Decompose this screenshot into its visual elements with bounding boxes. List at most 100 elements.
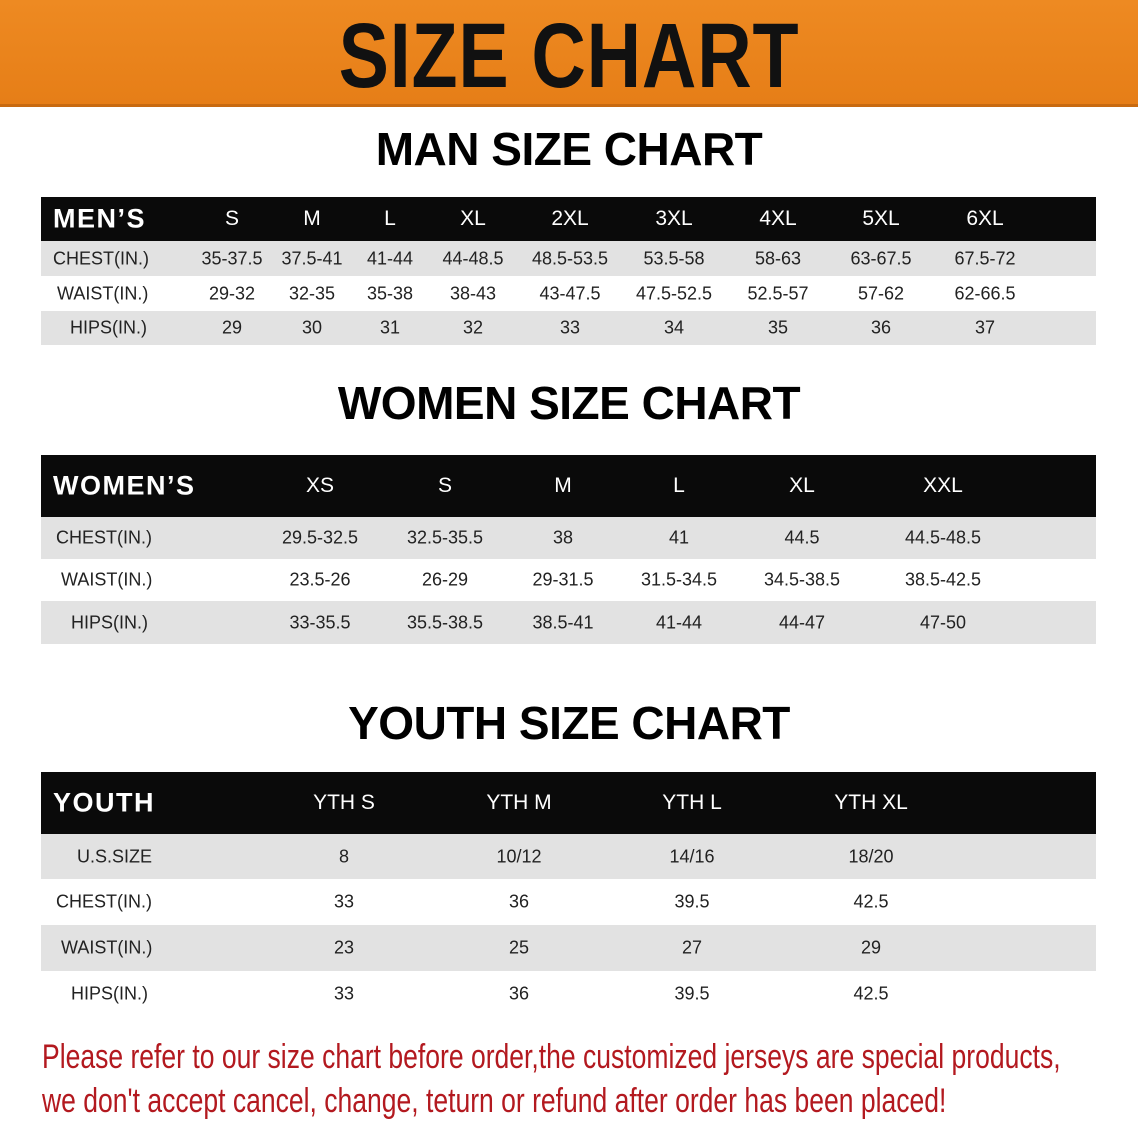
size-header: S bbox=[437, 474, 453, 497]
women-size-table: WOMEN’S XS S M L XL XXL CHEST(IN.) 29.5-32.5 32.5… bbox=[41, 455, 1096, 644]
measurement-value: 42.5 bbox=[853, 983, 889, 1003]
measurement-label: HIPS(IN.) bbox=[71, 983, 149, 1003]
measurement-value: 36 bbox=[870, 317, 892, 338]
size-header: M bbox=[554, 474, 572, 497]
size-header: XXL bbox=[923, 474, 963, 497]
measurement-value: 25 bbox=[508, 937, 530, 958]
table-row: WAIST(IN.) 29-32 32-35 35-38 38-43 43-47.5 47.… bbox=[41, 276, 1096, 311]
size-header: M bbox=[303, 207, 321, 230]
measurement-value: 41 bbox=[668, 527, 690, 548]
measurement-value: 43-47.5 bbox=[539, 283, 601, 303]
men-section-title: MAN SIZE CHART bbox=[375, 123, 763, 175]
measurement-value: 18/20 bbox=[848, 846, 894, 866]
measurement-value: 44-48.5 bbox=[442, 248, 504, 268]
size-header: YTH L bbox=[662, 791, 722, 814]
measurement-value: 33-35.5 bbox=[289, 612, 351, 632]
measurement-value: 39.5 bbox=[674, 891, 710, 912]
measurement-value: 67.5-72 bbox=[954, 248, 1016, 268]
table-row: HIPS(IN.) 33 36 39.5 42.5 bbox=[41, 971, 1096, 1016]
banner: SIZE CHART bbox=[0, 0, 1138, 107]
measurement-value: 36 bbox=[508, 983, 530, 1003]
measurement-value: 34.5-38.5 bbox=[763, 569, 841, 590]
measurement-value: 58-63 bbox=[754, 248, 802, 268]
size-header: YTH XL bbox=[834, 791, 908, 814]
size-header: 3XL bbox=[655, 207, 693, 230]
measurement-value: 35-38 bbox=[366, 283, 414, 303]
measurement-label: CHEST(IN.) bbox=[56, 891, 152, 912]
notice-line-1: Please refer to our size chart before or… bbox=[42, 1038, 1061, 1076]
measurement-label: WAIST(IN.) bbox=[57, 283, 149, 303]
youth-section-title: YOUTH SIZE CHART bbox=[348, 697, 790, 749]
measurement-label: HIPS(IN.) bbox=[70, 317, 148, 338]
size-header: 5XL bbox=[862, 207, 900, 230]
measurement-value: 29-31.5 bbox=[532, 569, 594, 590]
size-header: 4XL bbox=[759, 207, 797, 230]
measurement-value: 29 bbox=[860, 937, 882, 958]
measurement-value: 35-37.5 bbox=[201, 248, 263, 268]
size-header: XL bbox=[460, 207, 486, 230]
measurement-label: WAIST(IN.) bbox=[61, 569, 153, 590]
table-row: HIPS(IN.) 33-35.5 35.5-38.5 38.5-41 41-44 44-… bbox=[41, 601, 1096, 644]
measurement-value: 27 bbox=[681, 937, 703, 958]
size-header: 6XL bbox=[966, 207, 1004, 230]
measurement-value: 32 bbox=[462, 317, 484, 338]
size-header: L bbox=[673, 474, 685, 497]
measurement-value: 29-32 bbox=[208, 283, 256, 303]
size-header: YTH M bbox=[486, 791, 552, 814]
measurement-value: 30 bbox=[301, 317, 323, 338]
measurement-value: 47.5-52.5 bbox=[635, 283, 713, 303]
measurement-value: 8 bbox=[338, 846, 350, 866]
measurement-value: 38.5-42.5 bbox=[904, 569, 982, 590]
size-header: YTH S bbox=[313, 791, 375, 814]
banner-title: SIZE CHART bbox=[338, 5, 800, 107]
measurement-value: 32.5-35.5 bbox=[406, 527, 484, 548]
measurement-value: 53.5-58 bbox=[643, 248, 705, 268]
measurement-label: WAIST(IN.) bbox=[61, 937, 153, 958]
measurement-value: 29.5-32.5 bbox=[281, 527, 359, 548]
men-size-table: MEN’S S M L XL 2XL 3XL 4XL 5XL 6XL CHEST(IN.) 35-37… bbox=[41, 197, 1096, 345]
measurement-value: 32-35 bbox=[288, 283, 336, 303]
measurement-value: 26-29 bbox=[421, 569, 469, 590]
measurement-value: 44-47 bbox=[778, 612, 826, 632]
measurement-value: 42.5 bbox=[853, 891, 889, 912]
measurement-value: 41-44 bbox=[366, 248, 414, 268]
size-header: XS bbox=[305, 474, 335, 497]
men-header-row: MEN’S S M L XL 2XL 3XL 4XL 5XL 6XL bbox=[41, 197, 1096, 241]
measurement-value: 44.5-48.5 bbox=[904, 527, 982, 548]
measurement-label: HIPS(IN.) bbox=[71, 612, 149, 632]
table-row: CHEST(IN.) 33 36 39.5 42.5 bbox=[41, 879, 1096, 925]
measurement-value: 44.5 bbox=[784, 527, 820, 548]
measurement-value: 39.5 bbox=[674, 983, 710, 1003]
measurement-value: 62-66.5 bbox=[954, 283, 1016, 303]
size-header: S bbox=[224, 207, 240, 230]
men-header-label: MEN’S bbox=[53, 203, 147, 234]
measurement-value: 63-67.5 bbox=[850, 248, 912, 268]
measurement-value: 33 bbox=[333, 983, 355, 1003]
measurement-value: 36 bbox=[508, 891, 530, 912]
women-header-label: WOMEN’S bbox=[53, 470, 196, 501]
measurement-value: 23.5-26 bbox=[289, 569, 351, 590]
measurement-value: 33 bbox=[333, 891, 355, 912]
measurement-value: 23 bbox=[333, 937, 355, 958]
measurement-value: 41-44 bbox=[655, 612, 703, 632]
measurement-value: 31 bbox=[379, 317, 401, 338]
size-header: 2XL bbox=[551, 207, 589, 230]
measurement-value: 34 bbox=[663, 317, 685, 338]
measurement-value: 57-62 bbox=[857, 283, 905, 303]
measurement-value: 33 bbox=[559, 317, 581, 338]
measurement-value: 29 bbox=[221, 317, 243, 338]
table-row: WAIST(IN.) 23 25 27 29 bbox=[41, 925, 1096, 971]
measurement-label: CHEST(IN.) bbox=[56, 527, 152, 548]
women-header-row: WOMEN’S XS S M L XL XXL bbox=[41, 455, 1096, 517]
measurement-value: 38.5-41 bbox=[532, 612, 594, 632]
notice-line-2: we don't accept cancel, change, teturn o… bbox=[42, 1082, 947, 1120]
size-header: XL bbox=[789, 474, 815, 497]
women-section-title: WOMEN SIZE CHART bbox=[337, 377, 801, 429]
measurement-value: 52.5-57 bbox=[747, 283, 809, 303]
youth-header-label: YOUTH bbox=[53, 787, 155, 818]
measurement-value: 10/12 bbox=[496, 846, 542, 866]
table-row: U.S.SIZE 8 10/12 14/16 18/20 bbox=[41, 834, 1096, 879]
youth-size-table: YOUTH YTH S YTH M YTH L YTH XL U.S.SIZE 8 10/12… bbox=[41, 772, 1096, 1016]
table-row: WAIST(IN.) 23.5-26 26-29 29-31.5 31.5-34.5 34… bbox=[41, 559, 1096, 601]
measurement-value: 35.5-38.5 bbox=[406, 612, 484, 632]
